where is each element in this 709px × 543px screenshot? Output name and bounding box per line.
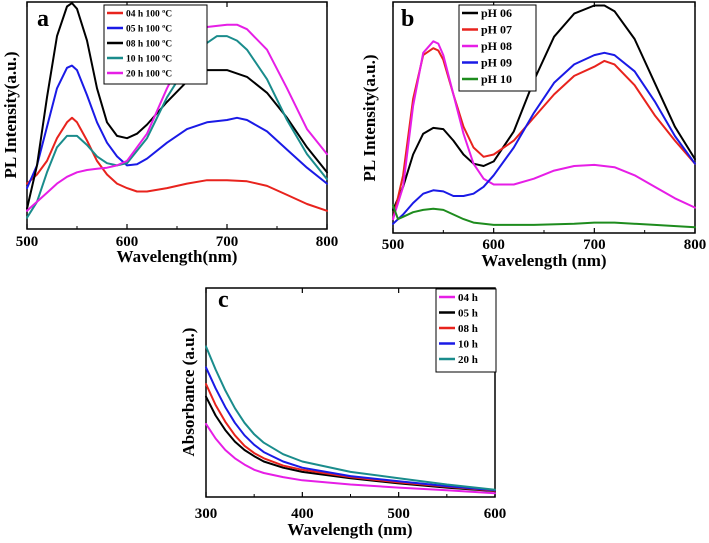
y-axis-title: Absorbance (a.u.) [179, 328, 198, 457]
x-tick-label: 700 [216, 234, 239, 250]
series-line-a-3 [26, 35, 328, 219]
legend-label: pH 07 [481, 23, 512, 37]
legend-box [103, 4, 208, 85]
legend-label: 05 h 100 ºC [126, 24, 172, 34]
chart-panel-c: 300 400 500 600 Wavelength (nm) Absorbance (a… [179, 287, 506, 539]
series-line-b-4 [392, 204, 696, 229]
legend: 04 h 100 ºC 05 h 100 ºC 08 h 100 ºC 10 h 10… [103, 4, 208, 85]
legend-label: pH 09 [481, 56, 512, 70]
legend-label: 20 h [458, 354, 478, 366]
x-tick-label: 500 [16, 234, 39, 250]
legend-box [458, 4, 537, 92]
series-line-b-3 [392, 51, 696, 225]
legend-label: pH 08 [481, 39, 512, 53]
series-line-a-2 [26, 2, 328, 210]
panel-letter: a [37, 6, 49, 32]
series-line-c-0 [205, 422, 496, 495]
x-tick-label: 400 [291, 506, 314, 522]
series-line-a-0 [26, 116, 328, 212]
legend: pH 06 pH 07 pH 08 pH 09 pH 10 [458, 4, 537, 92]
x-tick-label: 700 [583, 237, 606, 253]
x-tick-label: 300 [195, 506, 218, 522]
series-line-a-1 [26, 64, 328, 190]
legend-label: 04 h [458, 292, 478, 304]
x-tick-label: 800 [684, 237, 707, 253]
panel-letter: b [401, 6, 414, 32]
series-line-c-4 [205, 345, 496, 491]
legend-label: 05 h [458, 307, 478, 319]
legend-label: 08 h [458, 323, 478, 335]
series-line-c-3 [205, 366, 496, 492]
legend-label: 10 h [458, 338, 478, 350]
chart-panel-b: 500 600 700 800 Wavelength (nm) PL Intensity(… [360, 1, 707, 270]
x-tick-label: 500 [387, 506, 410, 522]
x-axis-title: Wavelength (nm) [287, 520, 412, 539]
y-axis-title: PL Intensity(a.u.) [1, 51, 20, 178]
x-tick-label: 800 [316, 234, 339, 250]
chart-panel-a: 500 600 700 800 Wavelength(nm) PL Intensity(a… [1, 1, 339, 266]
x-tick-label: 600 [484, 506, 507, 522]
series-line-c-2 [205, 383, 496, 492]
legend-label: 10 h 100 ºC [126, 54, 172, 64]
x-tick-label: 500 [382, 237, 405, 253]
x-axis-title: Wavelength (nm) [481, 251, 606, 270]
legend-label: 08 h 100 ºC [126, 39, 172, 49]
panel-letter: c [218, 287, 229, 313]
x-tick-label: 600 [116, 234, 139, 250]
series-line-b-1 [392, 47, 696, 221]
x-axis-title: Wavelength(nm) [117, 247, 238, 266]
legend-label: 04 h 100 ºC [126, 9, 172, 19]
legend: 04 h 05 h 08 h 10 h 20 h [435, 288, 497, 373]
x-tick-label: 600 [482, 237, 505, 253]
legend-label: 20 h 100 ºC [126, 69, 172, 79]
series-line-b-2 [392, 40, 696, 221]
legend-label: pH 06 [481, 6, 512, 20]
series-line-a-4 [26, 23, 328, 212]
plot-frame [392, 1, 696, 234]
legend-label: pH 10 [481, 72, 512, 86]
y-axis-title: PL Intensity(a.u.) [360, 54, 379, 181]
